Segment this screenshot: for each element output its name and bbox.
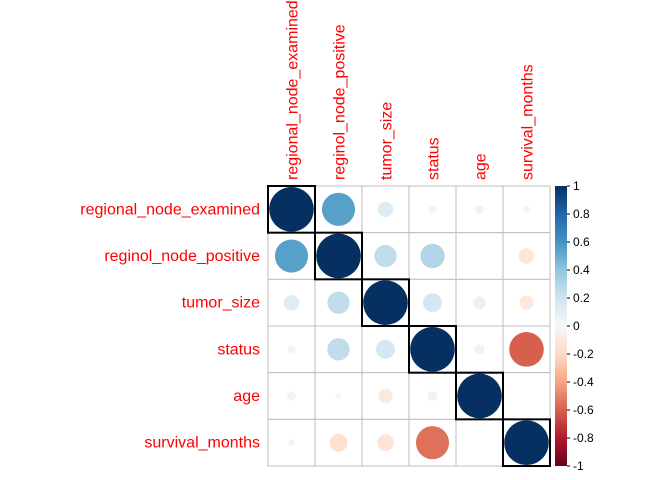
diagonal-highlight-box (502, 418, 551, 468)
correlation-circle-survival_months-regional_node_examined (288, 439, 295, 446)
correlation-circle-regional_node_examined-reginol_node_positive (321, 192, 356, 226)
column-labels: regional_node_examined reginol_node_posit… (285, 0, 537, 180)
column-label-survival_months: survival_months (520, 64, 537, 180)
correlation-circle-tumor_size-survival_months (519, 295, 534, 310)
correlation-circle-survival_months-survival_months (504, 420, 549, 466)
colorbar-tick-label: -0.2 (573, 347, 594, 361)
diagonal-highlight-box (267, 185, 316, 234)
correlation-circle-tumor_size-status (423, 293, 442, 313)
correlation-circle-reginol_node_positive-tumor_size (374, 244, 397, 268)
correlation-circle-reginol_node_positive-regional_node_examined (274, 239, 309, 273)
correlation-circle-status-status (410, 327, 455, 372)
colorbar-tick-label: 1 (573, 179, 580, 193)
colorbar-tick-label: 0.4 (573, 263, 590, 277)
colorbar-tick-label: 0.8 (573, 207, 590, 221)
colorbar-tick-label: 0.2 (573, 291, 590, 305)
correlation-circle-status-survival_months (509, 332, 544, 367)
correlation-circle-tumor_size-age (473, 296, 486, 309)
row-label-survival_months: survival_months (144, 435, 260, 452)
row-label-tumor_size: tumor_size (182, 295, 260, 312)
diagonal-highlight-box (314, 231, 363, 281)
correlation-circle-survival_months-tumor_size (377, 434, 394, 452)
colorbar-tick-label: 0.6 (573, 235, 590, 249)
correlation-circle-age-reginol_node_positive (335, 392, 342, 400)
grid-cell (502, 372, 551, 420)
row-label-regional_node_examined: regional_node_examined (80, 201, 260, 218)
colorbar-tick-label: -0.4 (573, 375, 594, 389)
diagonal-box-layer (267, 185, 551, 468)
correlation-circle-regional_node_examined-survival_months (523, 206, 530, 213)
row-label-reginol_node_positive: reginol_node_positive (104, 248, 260, 265)
correlation-circle-regional_node_examined-status (428, 205, 437, 214)
correlation-circle-tumor_size-regional_node_examined (283, 294, 300, 311)
column-label-regional_node_examined: regional_node_examined (285, 0, 302, 180)
correlation-circle-status-tumor_size (376, 339, 395, 359)
diagonal-highlight-box (361, 278, 410, 328)
row-labels: regional_node_examined reginol_node_posit… (80, 201, 260, 451)
correlation-circle-status-regional_node_examined (287, 345, 296, 354)
column-label-age: age (473, 153, 490, 180)
row-label-status: status (217, 341, 260, 358)
column-label-reginol_node_positive: reginol_node_positive (332, 24, 349, 180)
correlation-circle-reginol_node_positive-reginol_node_positive (316, 233, 361, 279)
row-label-age: age (233, 388, 260, 405)
colorbar-tick-label: -0.8 (573, 431, 594, 445)
correlation-circle-age-regional_node_examined (287, 391, 296, 401)
correlation-circle-regional_node_examined-age (475, 204, 484, 214)
colorbar-tick-label: -0.6 (573, 403, 594, 417)
correlation-circle-reginol_node_positive-status (420, 243, 445, 269)
diagonal-highlight-box (408, 325, 457, 374)
diagonal-highlight-box (455, 371, 504, 421)
colorbar-tick-label: -1 (573, 459, 584, 473)
grid-cell (455, 232, 504, 280)
correlation-circle-survival_months-status (415, 426, 450, 460)
correlation-circle-regional_node_examined-regional_node_examined (269, 187, 314, 232)
colorbar-gradient (555, 186, 567, 467)
correlation-circle-tumor_size-reginol_node_positive (327, 291, 350, 314)
correlation-circle-age-age (457, 373, 502, 419)
correlation-circle-regional_node_examined-tumor_size (377, 201, 394, 218)
column-label-status: status (426, 137, 443, 180)
grid-cell (455, 418, 504, 467)
correlation-circle-age-tumor_size (378, 388, 393, 404)
correlation-circle-survival_months-reginol_node_positive (329, 433, 348, 452)
circle-layer (269, 187, 549, 466)
correlation-circle-status-reginol_node_positive (327, 338, 350, 361)
correlation-circle-tumor_size-tumor_size (363, 280, 408, 326)
correlation-circle-status-age (474, 344, 485, 355)
correlation-circle-reginol_node_positive-survival_months (518, 248, 535, 264)
colorbar: -1 -0.8 -0.6 -0.4 -0.2 0 0.2 0.4 0.6 0.8 1 (555, 179, 594, 473)
column-label-tumor_size: tumor_size (379, 102, 396, 180)
colorbar-tick-label: 0 (573, 319, 580, 333)
correlation-circle-age-status (427, 391, 438, 402)
